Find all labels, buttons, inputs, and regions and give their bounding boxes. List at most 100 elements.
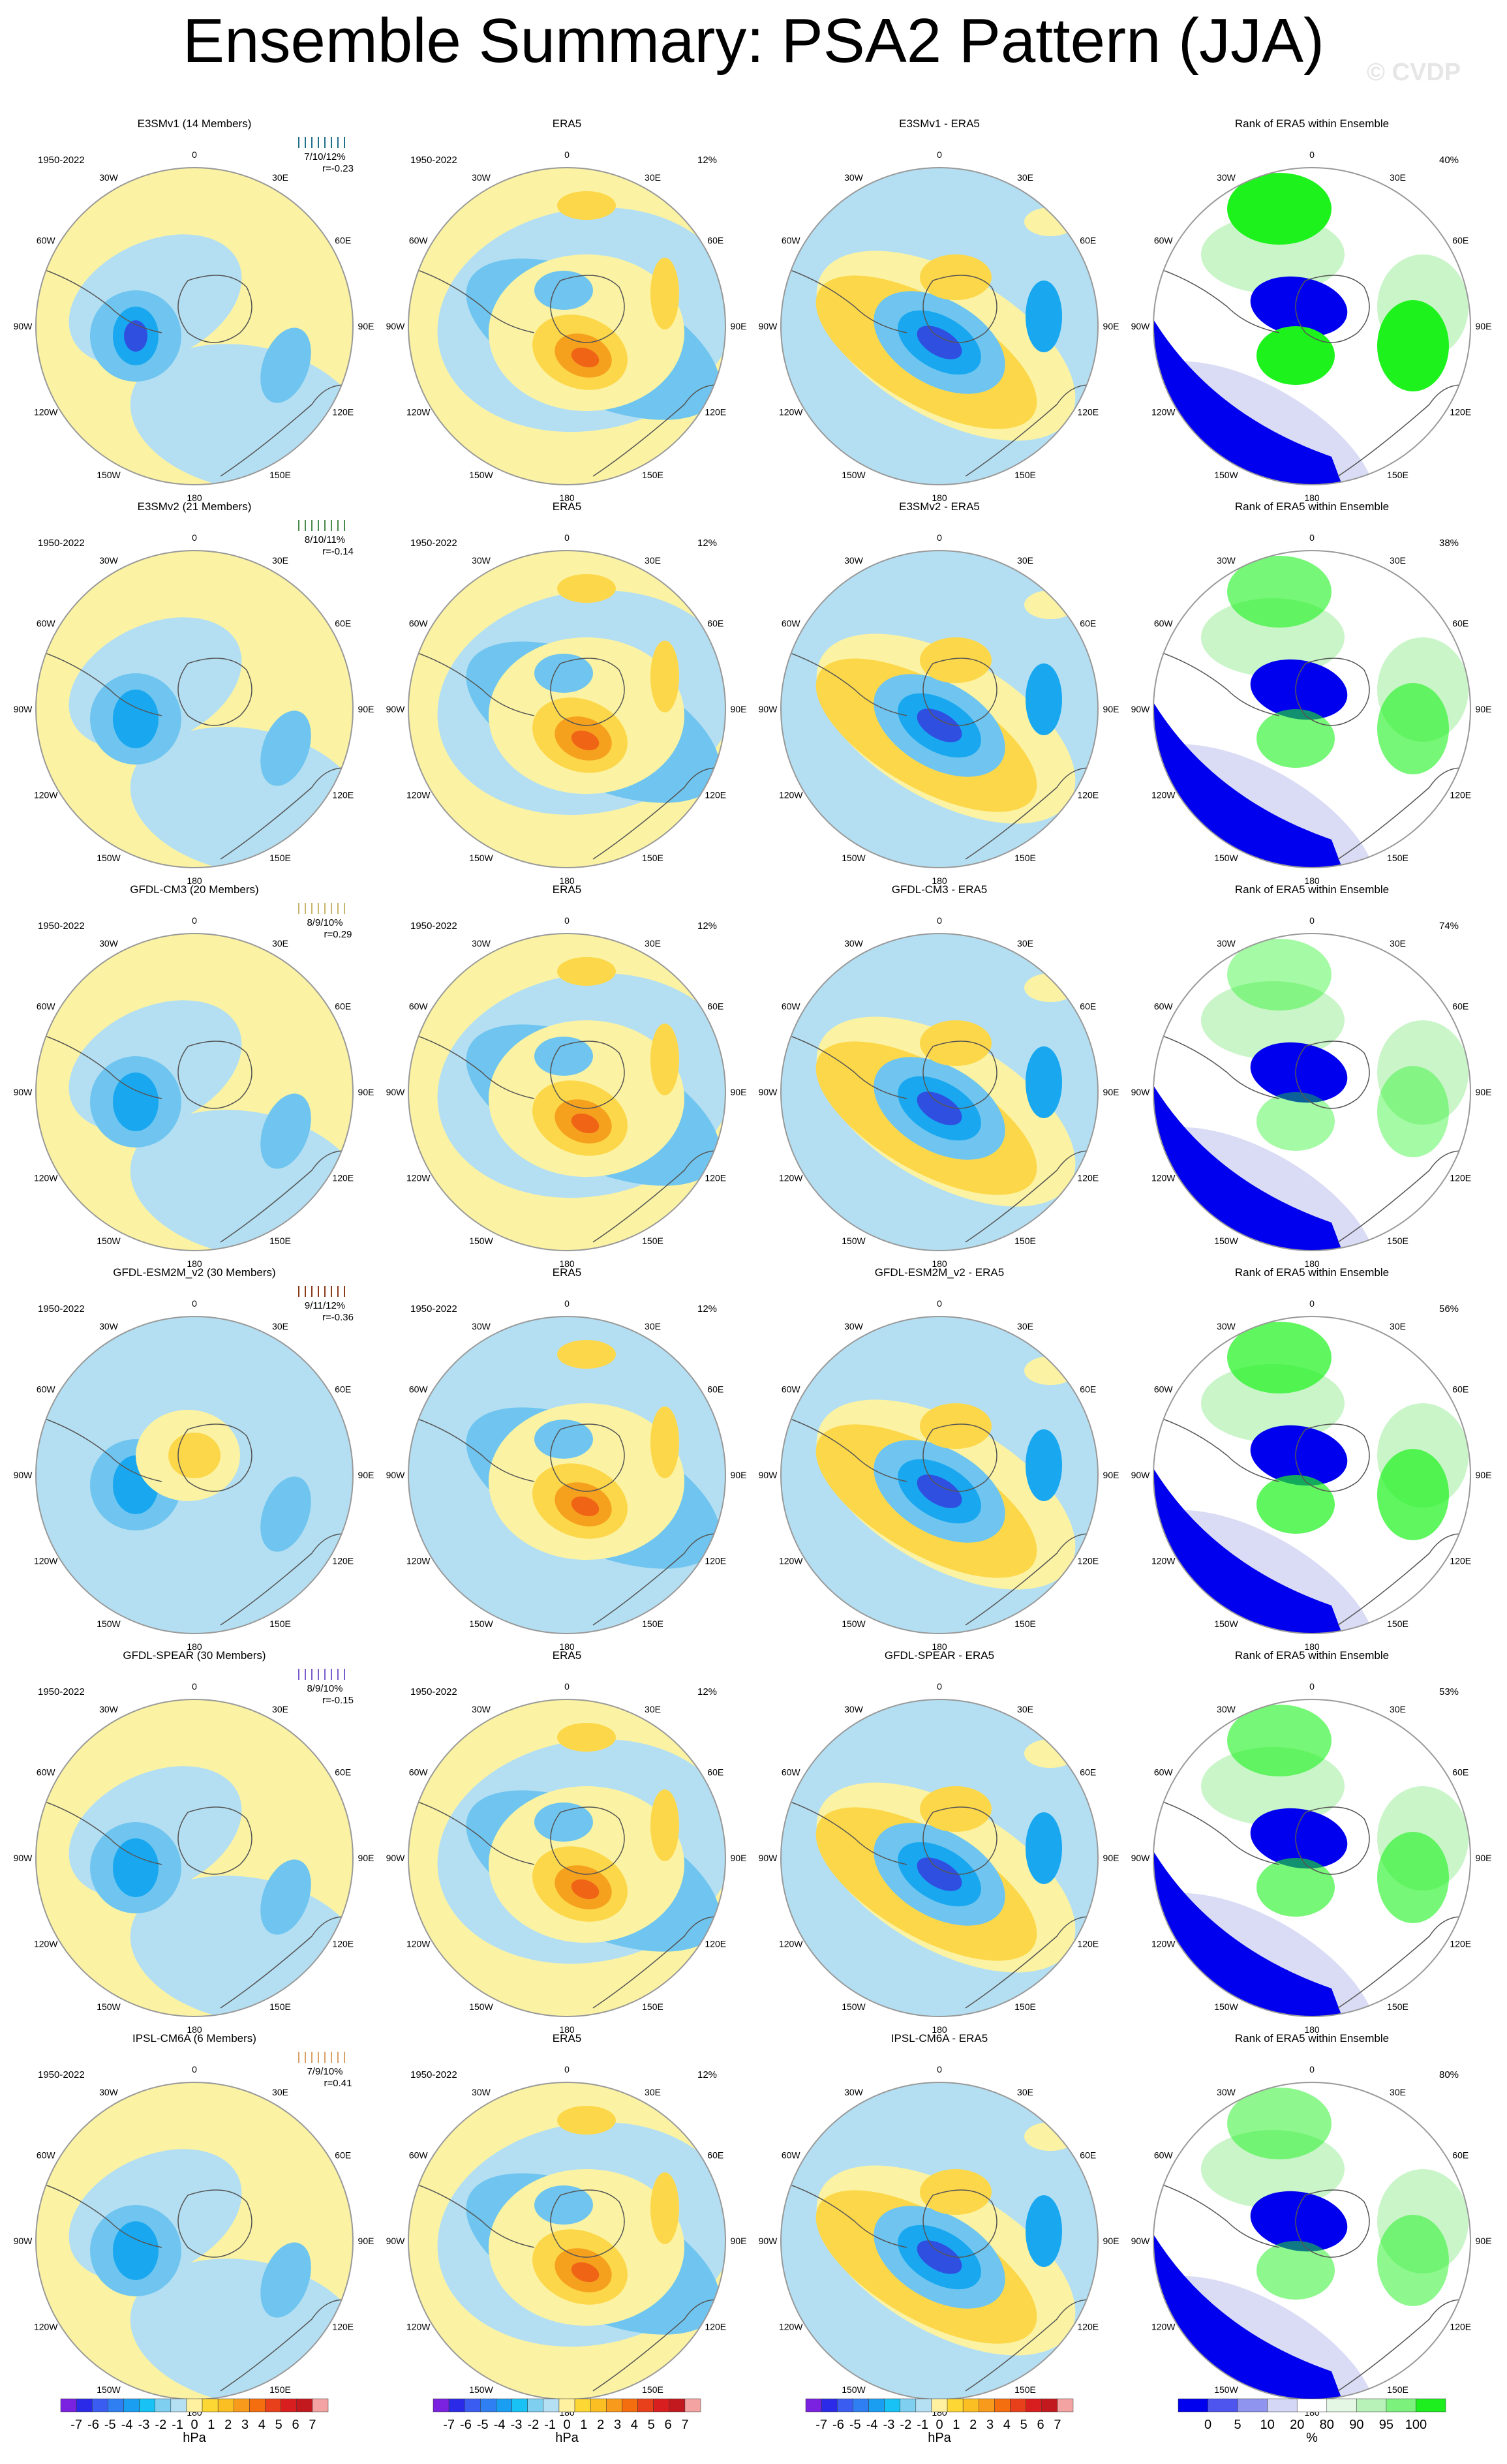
longitude-label: 120E bbox=[1077, 790, 1099, 800]
longitude-label: 30E bbox=[645, 1321, 661, 1331]
longitude-label: 150W bbox=[469, 853, 493, 863]
coastline bbox=[592, 384, 718, 477]
coastline bbox=[550, 275, 625, 343]
longitude-label: 150E bbox=[1387, 853, 1408, 863]
longitude-label: 120W bbox=[1151, 790, 1176, 800]
longitude-label: 60E bbox=[707, 236, 723, 246]
longitude-label: 150W bbox=[842, 853, 866, 863]
colorbar-tick-label: 95 bbox=[1379, 2418, 1393, 2432]
map-panel-r2-c2: 0 30E 60E 90E 120E 150E 180 150W 120W 90W 60W 30W bbox=[386, 532, 747, 886]
longitude-label: 90E bbox=[1476, 321, 1492, 331]
longitude-label: 120W bbox=[779, 1173, 803, 1183]
colorbar-tick-label: -4 bbox=[866, 2418, 878, 2432]
rank-percent: 53% bbox=[1439, 1686, 1459, 1697]
colorbar-tick-label: 3 bbox=[986, 2418, 994, 2432]
colorbar-swatch bbox=[186, 2398, 203, 2412]
longitude-label: 150E bbox=[1014, 470, 1036, 480]
longitude-label: 30E bbox=[645, 1704, 661, 1714]
rank-region-high bbox=[1227, 1322, 1332, 1393]
coastline bbox=[220, 1916, 345, 2009]
longitude-label: 60E bbox=[707, 2150, 723, 2161]
colorbar-swatch bbox=[464, 2398, 481, 2412]
coastline bbox=[550, 1423, 625, 1492]
colorbar-tick-label: -7 bbox=[70, 2418, 82, 2432]
member-strip bbox=[298, 1669, 345, 1680]
coastline bbox=[1295, 1041, 1370, 1109]
longitude-label: 30W bbox=[1217, 1704, 1236, 1714]
longitude-label: 120W bbox=[1151, 2322, 1176, 2332]
coastline bbox=[37, 267, 162, 333]
longitude-label: 120W bbox=[406, 407, 431, 418]
longitude-label: 90W bbox=[14, 321, 33, 331]
colorbar-swatch bbox=[558, 2398, 575, 2412]
longitude-label: 30E bbox=[272, 555, 288, 566]
rank-region-high bbox=[1256, 709, 1335, 768]
longitude-label: 90W bbox=[1131, 1087, 1151, 1097]
diff-title: E3SMv1 - ERA5 bbox=[899, 117, 980, 130]
longitude-label: 180 bbox=[932, 2024, 947, 2035]
model-title: E3SMv1 (14 Members) bbox=[138, 117, 252, 130]
colorbar-tick-label: 5 bbox=[1234, 2418, 1241, 2432]
period-label: 1950-2022 bbox=[410, 920, 457, 932]
longitude-label: 120E bbox=[705, 790, 726, 800]
longitude-label: 0 bbox=[1309, 915, 1315, 926]
map-panel-r5-c3: 0 30E 60E 90E 120E 150E 180 150W 120W 90W 60W 30W bbox=[759, 1681, 1119, 2035]
coastline bbox=[922, 1806, 997, 1875]
period-label: 1950-2022 bbox=[410, 1686, 457, 1697]
coastline bbox=[1337, 384, 1463, 477]
longitude-label: 150W bbox=[842, 470, 866, 480]
rank-region-high bbox=[1227, 939, 1332, 1011]
obs-variance: 12% bbox=[697, 2069, 717, 2080]
longitude-label: 30W bbox=[99, 938, 119, 949]
pressure-anomaly bbox=[534, 1420, 593, 1459]
pressure-anomaly bbox=[113, 690, 159, 748]
colorbar-tick-label: 100 bbox=[1405, 2418, 1427, 2432]
longitude-label: 30E bbox=[1390, 1321, 1406, 1331]
longitude-label: 60W bbox=[409, 1767, 429, 1778]
coastline bbox=[1295, 1423, 1370, 1492]
map-panel-r5-c2: 0 30E 60E 90E 120E 150E 180 150W 120W 90W 60W 30W bbox=[386, 1681, 747, 2035]
colorbar-tick-label: 6 bbox=[1037, 2418, 1044, 2432]
pressure-anomaly bbox=[260, 1476, 311, 1552]
longitude-label: 30E bbox=[1017, 1321, 1033, 1331]
map-border bbox=[780, 1316, 1099, 1634]
longitude-label: 30W bbox=[844, 1321, 864, 1331]
longitude-label: 0 bbox=[192, 2064, 197, 2075]
longitude-label: 30E bbox=[645, 2087, 661, 2097]
coastline bbox=[220, 2299, 345, 2392]
colorbar-tick-label: 7 bbox=[309, 2418, 316, 2432]
coastline bbox=[1337, 1150, 1463, 1243]
coastline bbox=[37, 1416, 162, 1482]
longitude-label: 90E bbox=[358, 2236, 374, 2246]
rank-region-high bbox=[1256, 1092, 1335, 1151]
rank-region-high bbox=[1227, 1705, 1332, 1776]
colorbar-swatch bbox=[60, 2398, 77, 2412]
rank-region-high bbox=[1227, 556, 1332, 628]
longitude-label: 60W bbox=[37, 1384, 56, 1395]
longitude-label: 180 bbox=[187, 875, 202, 886]
longitude-label: 120E bbox=[1077, 407, 1099, 418]
rank-region-high bbox=[1377, 683, 1449, 774]
longitude-label: 90E bbox=[731, 321, 747, 331]
longitude-label: 60E bbox=[335, 2150, 351, 2161]
obs-title: ERA5 bbox=[553, 500, 581, 513]
map-panel-r4-c3: 0 30E 60E 90E 120E 150E 180 150W 120W 90W 60W 30W bbox=[759, 1298, 1119, 1652]
map-panel-r4-c1: 0 30E 60E 90E 120E 150E 180 150W 120W 90W 60W 30W bbox=[14, 1298, 374, 1652]
map-panel-r2-c1: 0 30E 60E 90E 120E 150E 180 150W 120W 90W 60W 30W bbox=[14, 532, 374, 886]
pressure-anomaly bbox=[1026, 663, 1062, 735]
longitude-label: 150W bbox=[842, 1236, 866, 1246]
coastline bbox=[550, 1806, 625, 1875]
colorbar-tick-label: 1 bbox=[952, 2418, 960, 2432]
longitude-label: 0 bbox=[564, 1681, 570, 1692]
map-border bbox=[35, 933, 354, 1251]
longitude-label: 60W bbox=[1154, 1384, 1174, 1395]
pressure-anomaly bbox=[650, 1407, 679, 1478]
pressure-anomaly bbox=[557, 2106, 616, 2135]
longitude-label: 150E bbox=[269, 2001, 291, 2012]
colorbar-swatch bbox=[234, 2398, 250, 2412]
pressure-anomaly bbox=[1026, 1429, 1062, 1501]
pressure-anomaly bbox=[534, 2185, 593, 2225]
coastline bbox=[1337, 2299, 1463, 2392]
longitude-label: 30W bbox=[472, 172, 491, 183]
